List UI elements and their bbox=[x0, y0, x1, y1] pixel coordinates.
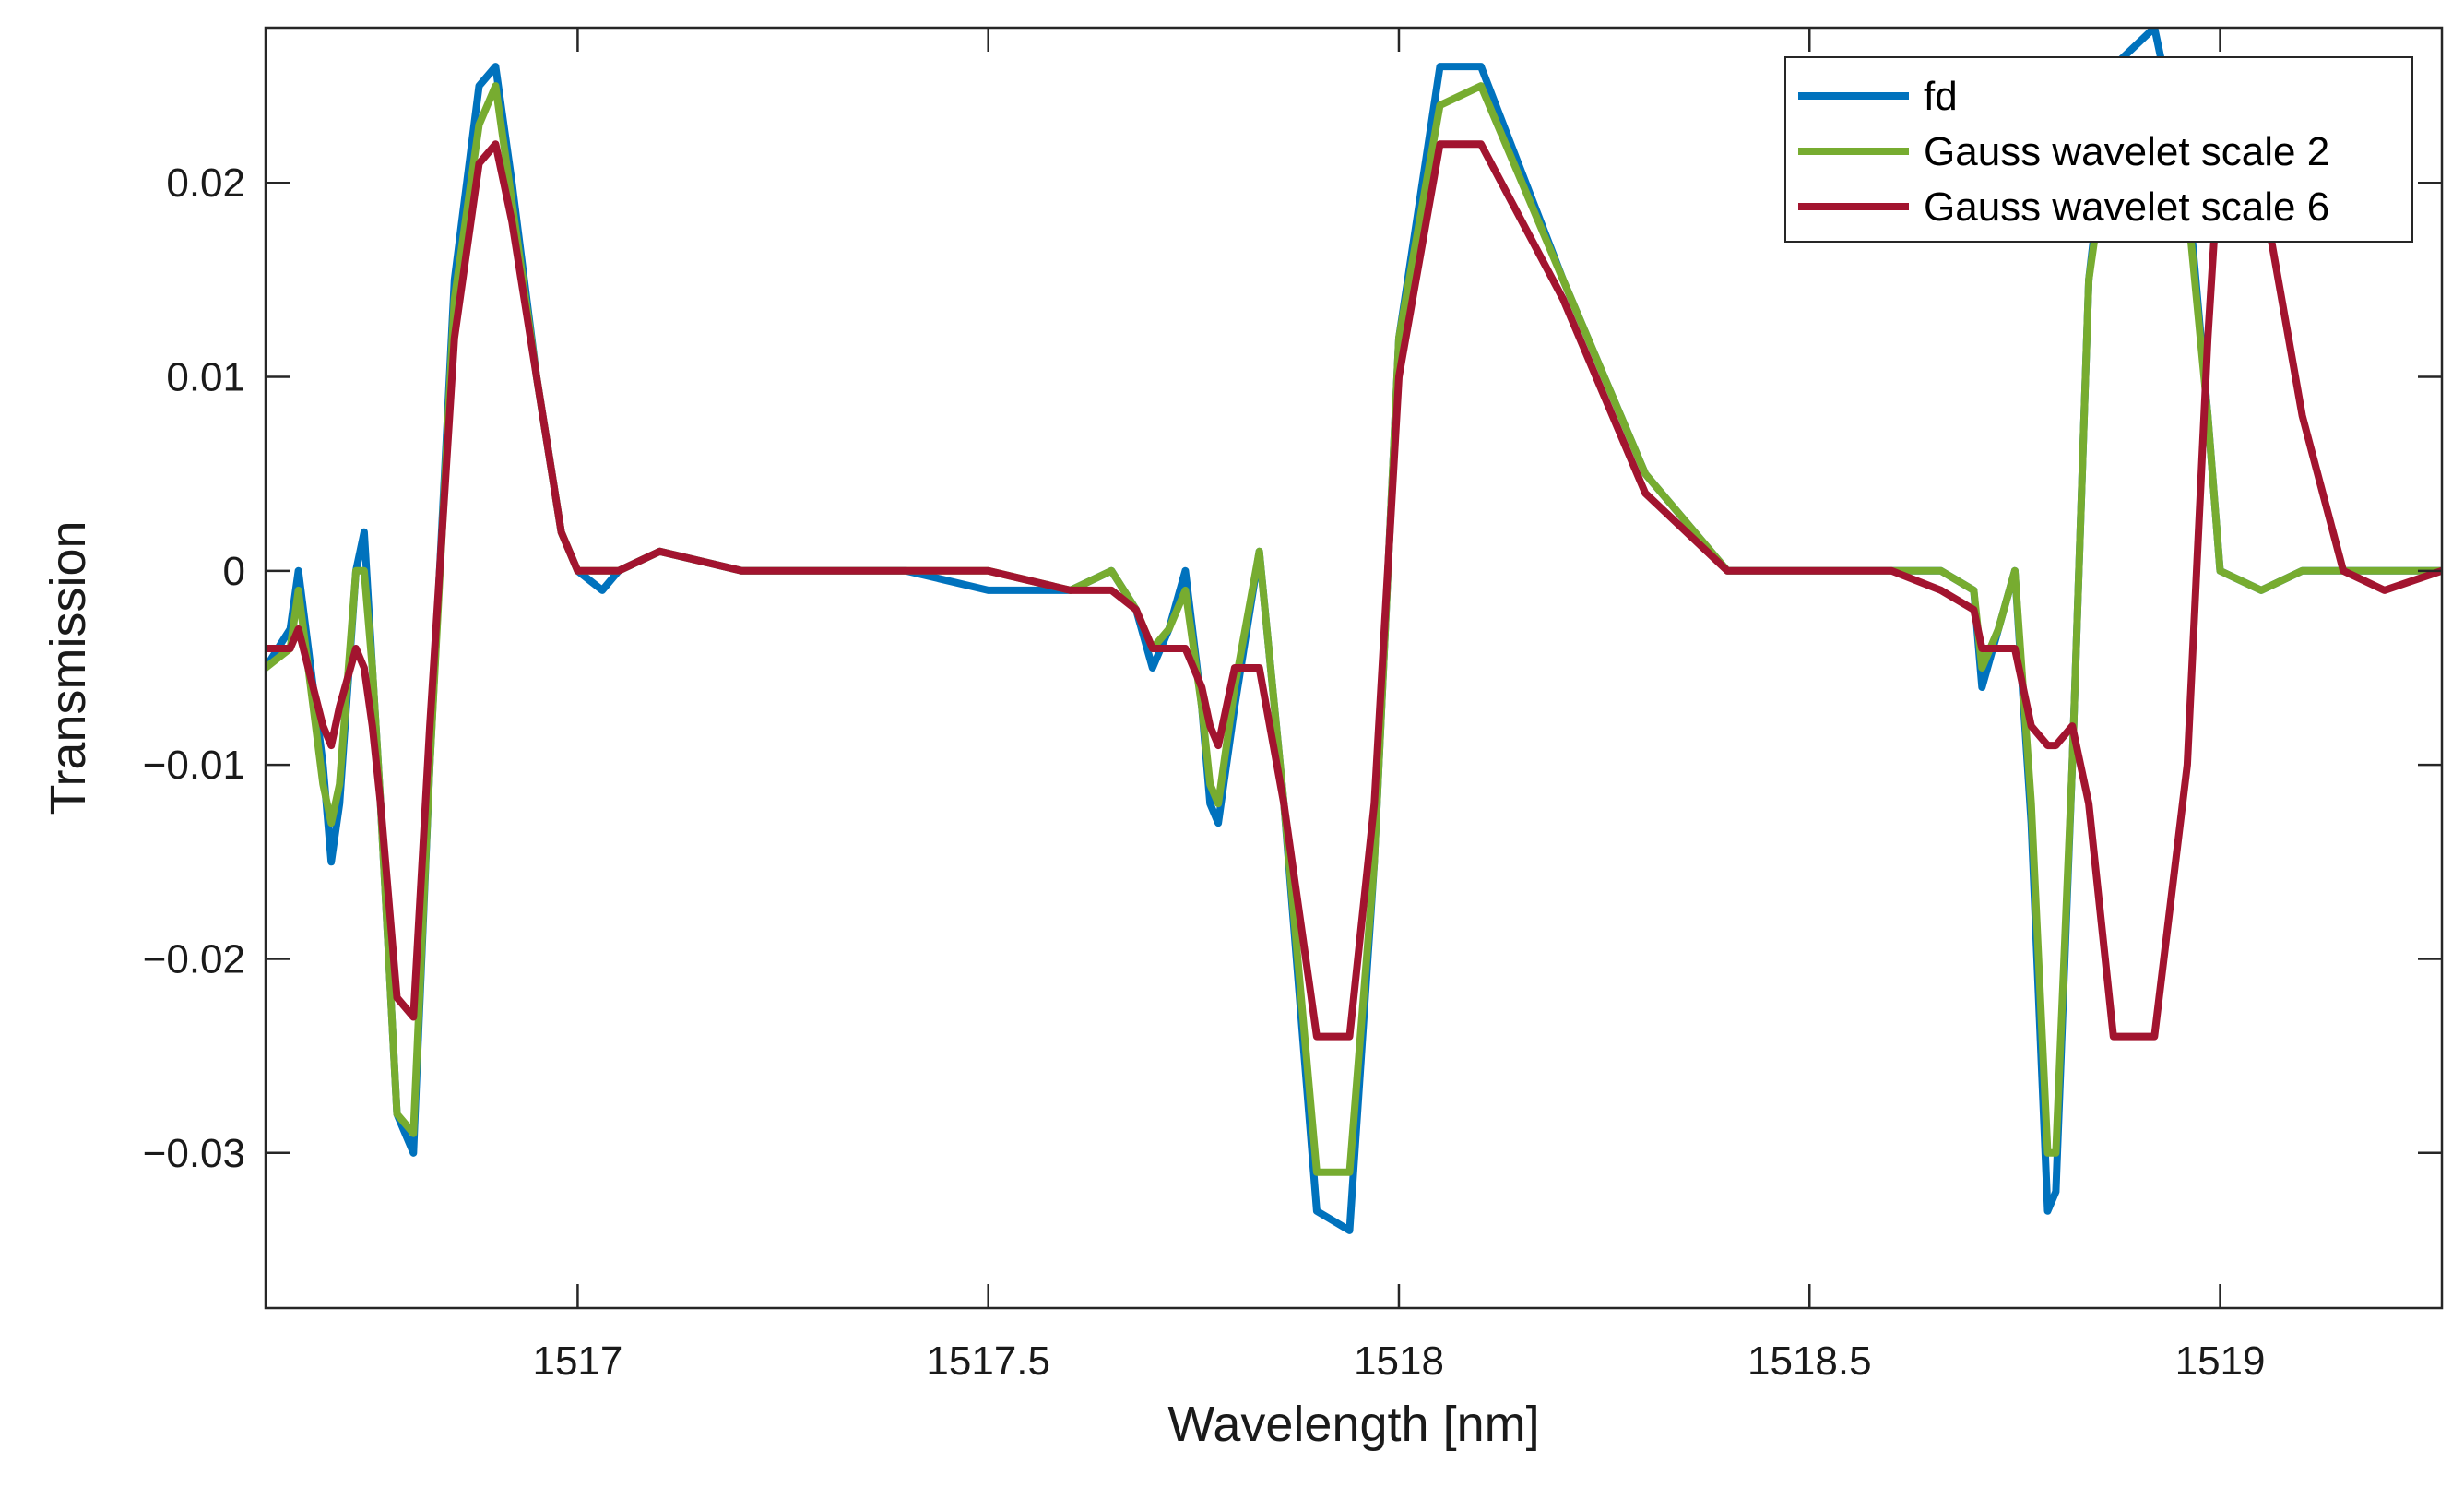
x-tick-label: 1517.5 bbox=[926, 1338, 1050, 1384]
y-tick-label: 0 bbox=[223, 549, 245, 594]
legend: fd Gauss wavelet scale 2 Gauss wavelet s… bbox=[1784, 56, 2413, 243]
y-tick-label: 0.02 bbox=[166, 161, 245, 206]
y-tick-label: 0.01 bbox=[166, 355, 245, 400]
x-axis-label: Wavelength [nm] bbox=[1167, 1397, 1539, 1452]
series-lines bbox=[266, 28, 2442, 1234]
x-tick-label: 1518.5 bbox=[1747, 1338, 1872, 1384]
x-tick-label: 1519 bbox=[2175, 1338, 2266, 1384]
y-axis-label: Transmission bbox=[41, 520, 96, 815]
series-line-gauss-wavelet-scale-2 bbox=[266, 63, 2442, 1176]
x-tick-labels: 1517 1517.5 1518 1518.5 1519 bbox=[532, 1338, 2265, 1384]
y-tick-label: −0.03 bbox=[143, 1131, 245, 1176]
x-tick-label: 1518 bbox=[1354, 1338, 1444, 1384]
legend-label-fd: fd bbox=[1924, 74, 1958, 119]
axis-ticks bbox=[266, 28, 2442, 1308]
series-line-gauss-wavelet-scale-6 bbox=[266, 140, 2442, 1041]
legend-label-gauss-scale-6: Gauss wavelet scale 6 bbox=[1924, 184, 2329, 230]
legend-label-gauss-scale-2: Gauss wavelet scale 2 bbox=[1924, 129, 2329, 174]
x-tick-label: 1517 bbox=[532, 1338, 622, 1384]
y-tick-labels: 0.02 0.01 0 −0.01 −0.02 −0.03 bbox=[143, 161, 245, 1176]
y-tick-label: −0.02 bbox=[143, 936, 245, 981]
axes-box bbox=[264, 26, 2444, 1310]
y-tick-label: −0.01 bbox=[143, 743, 245, 788]
